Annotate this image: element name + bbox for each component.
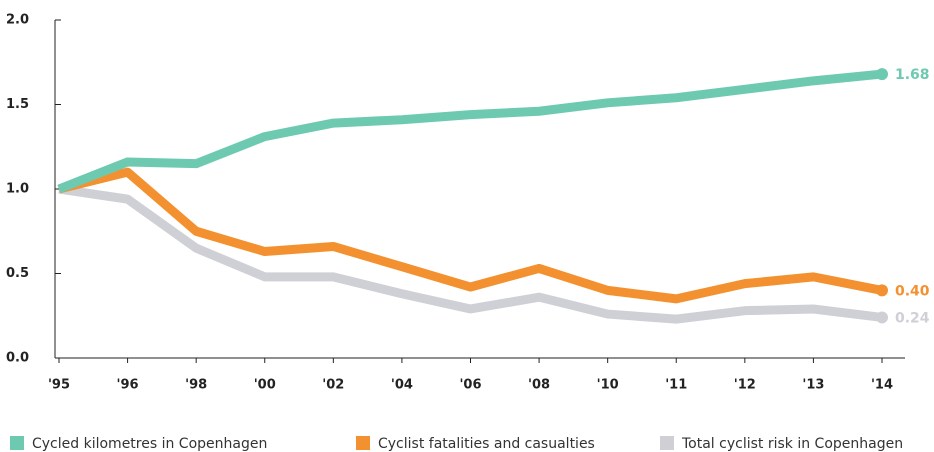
legend-swatch <box>356 436 370 450</box>
end-point <box>876 68 888 81</box>
x-tick-label: '04 <box>391 378 413 393</box>
x-tick-label: '08 <box>528 378 550 393</box>
legend-swatch <box>10 436 24 450</box>
end-point <box>876 284 888 297</box>
x-tick-label: '14 <box>871 378 893 393</box>
x-tick-label: '98 <box>185 378 207 393</box>
legend-swatch <box>660 436 674 450</box>
value-label: 0.24 <box>895 310 930 326</box>
value-label: 0.40 <box>895 283 930 299</box>
x-tick-label: '96 <box>117 378 139 393</box>
series-line <box>58 184 883 324</box>
x-tick-label: '12 <box>734 378 756 393</box>
value-label: 1.68 <box>895 67 930 83</box>
y-tick-label: 2.0 <box>6 13 29 28</box>
x-tick-label: '11 <box>665 378 687 393</box>
y-tick-label: 1.5 <box>6 97 29 112</box>
y-tick-label: 0.5 <box>6 266 29 281</box>
end-point <box>876 311 888 324</box>
x-tick-label: '06 <box>459 378 481 393</box>
series-line <box>57 69 883 194</box>
x-tick-label: '00 <box>254 378 276 393</box>
y-tick-label: 1.0 <box>6 182 29 197</box>
legend-label: Total cyclist risk in Copenhagen <box>681 436 903 452</box>
x-tick-label: '95 <box>48 378 70 393</box>
x-tick-label: '10 <box>597 378 619 393</box>
x-tick-label: '02 <box>322 378 344 393</box>
y-tick-label: 0.0 <box>6 351 29 366</box>
legend-label: Cyclist fatalities and casualties <box>378 436 595 452</box>
series-line <box>57 167 883 304</box>
x-tick-label: '13 <box>802 378 824 393</box>
legend-label: Cycled kilometres in Copenhagen <box>32 436 267 452</box>
